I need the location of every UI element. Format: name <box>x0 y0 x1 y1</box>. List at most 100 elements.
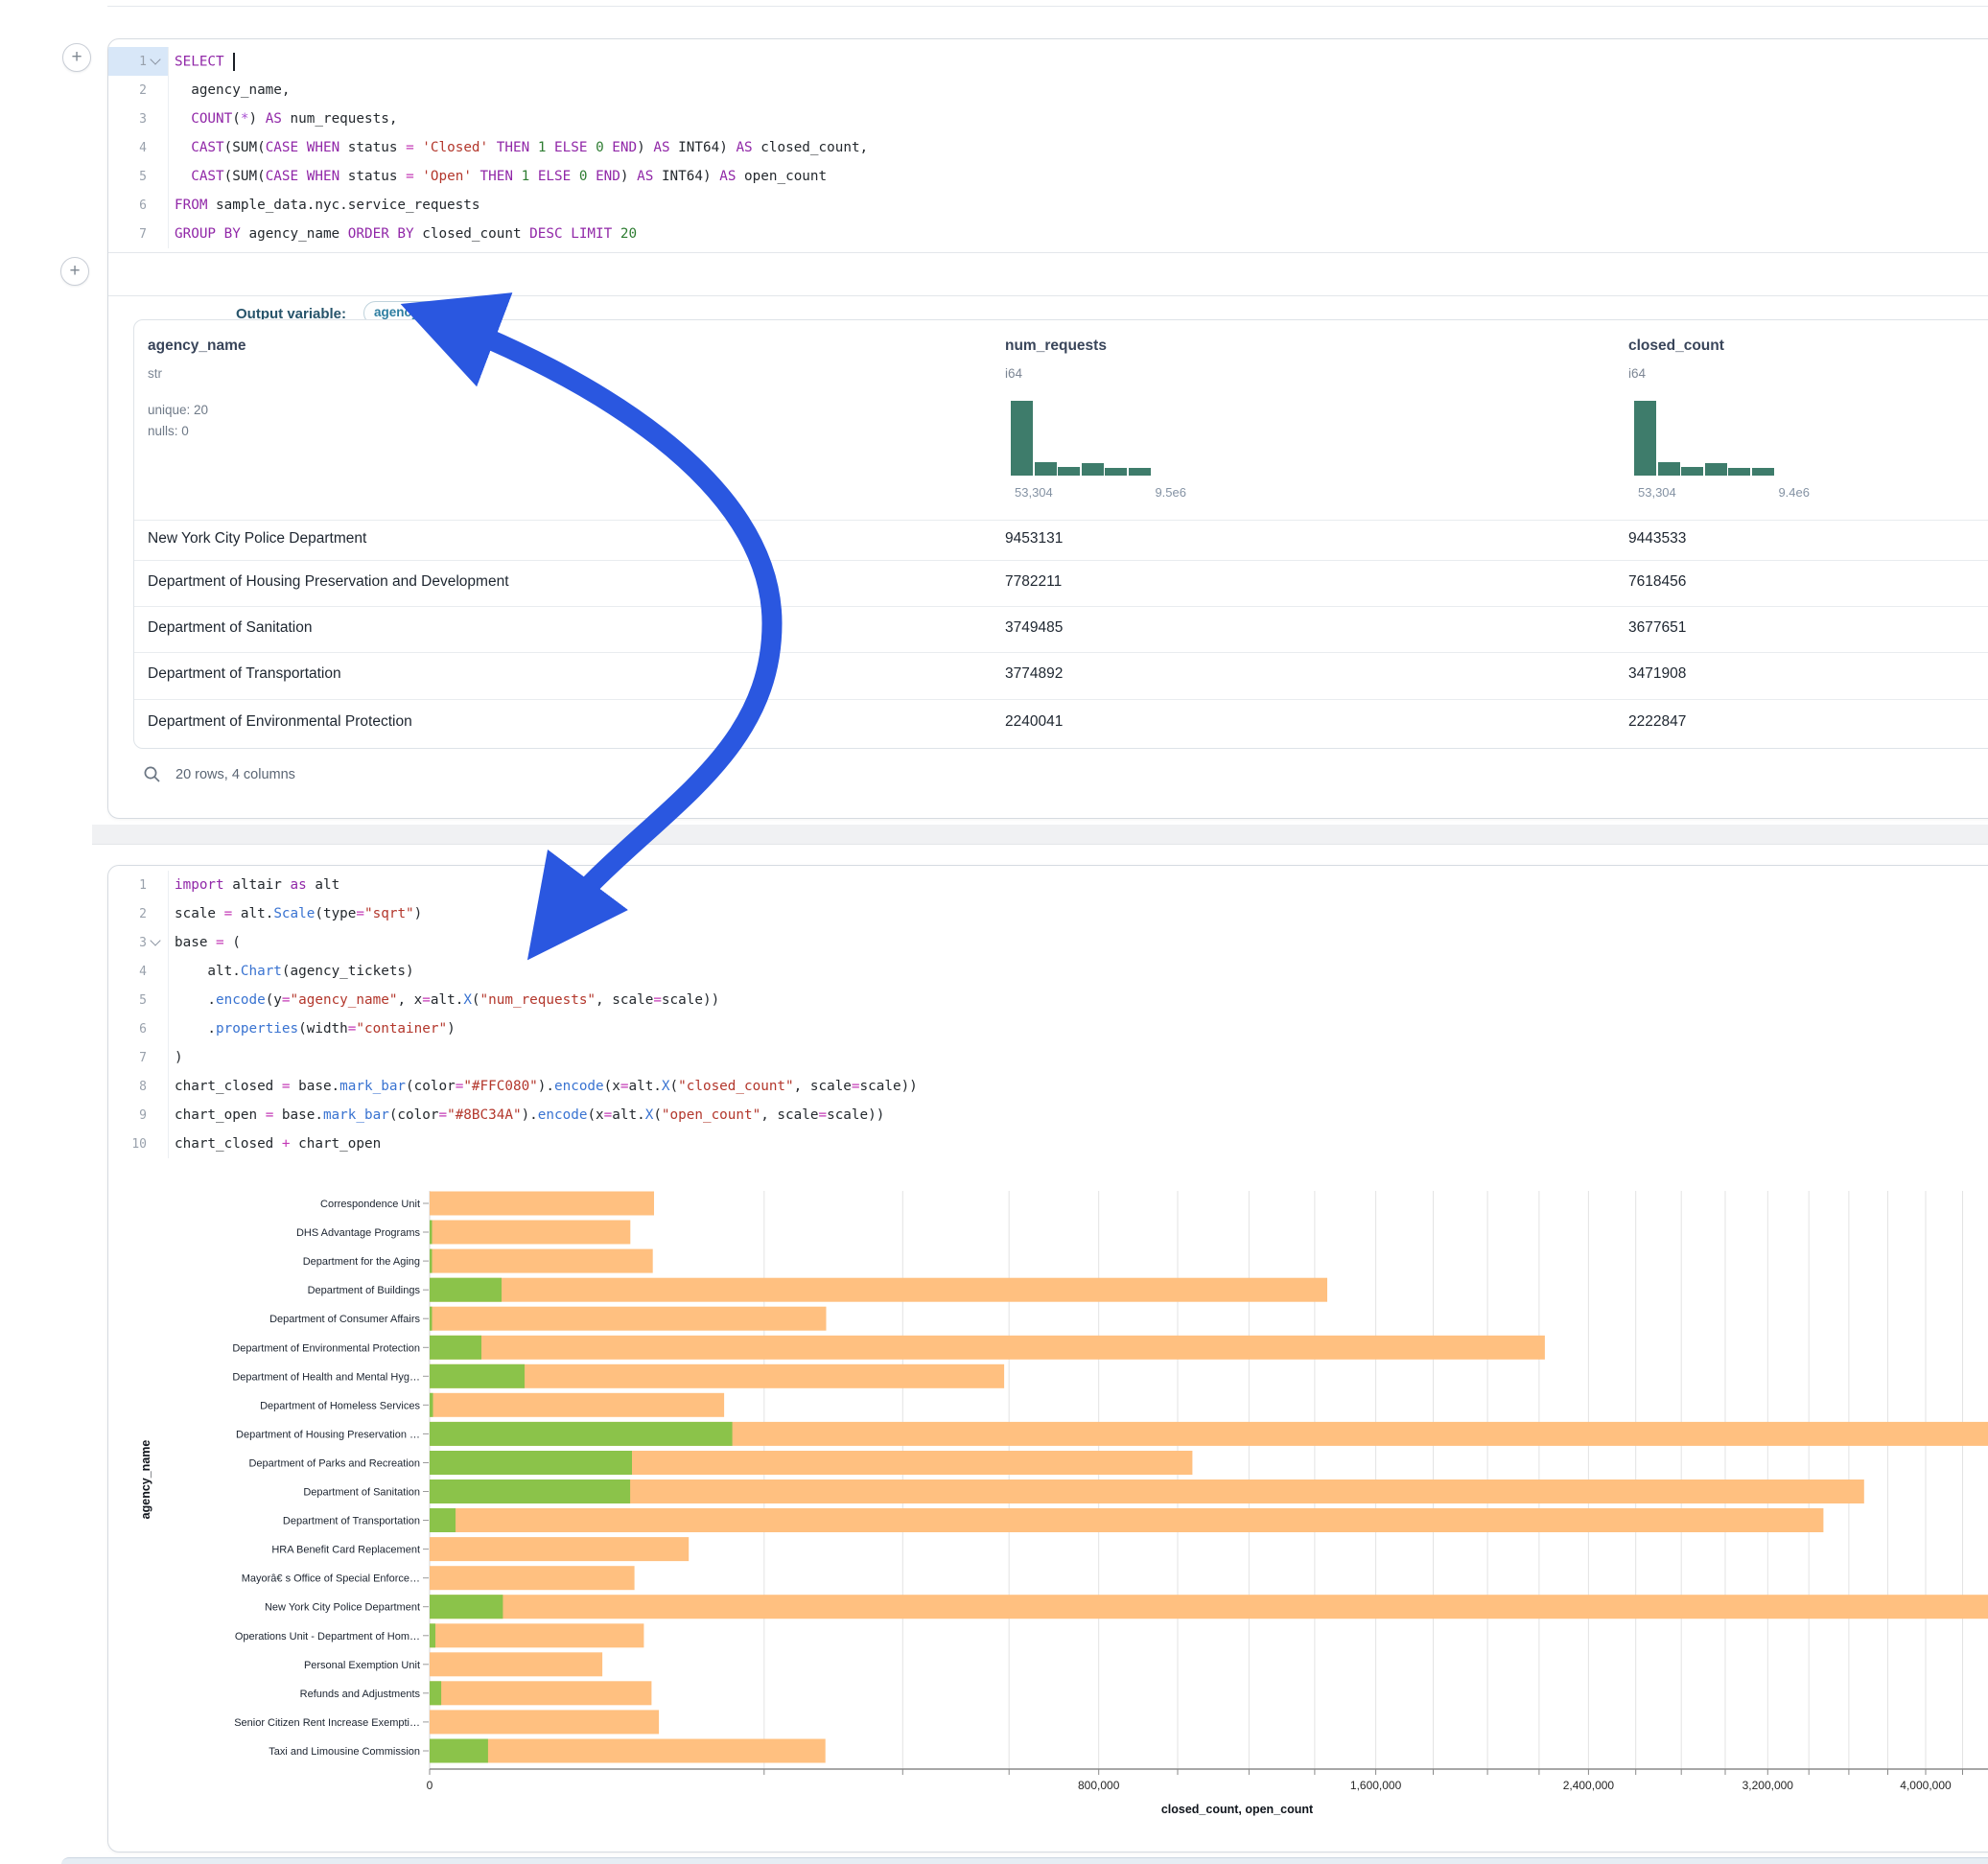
code-text: .encode(y="agency_name", x=alt.X("num_re… <box>175 992 720 1008</box>
row-separator <box>134 606 1988 607</box>
line-number: 4 <box>139 964 147 979</box>
sql-code-line[interactable]: 5 CAST(SUM(CASE WHEN status = 'Open' THE… <box>108 162 1988 191</box>
column-header[interactable]: agency_name <box>148 338 246 354</box>
column-histogram <box>1011 401 1155 476</box>
gutter: 1 <box>108 871 169 899</box>
output-variable-label: Output variable: <box>236 306 347 322</box>
fold-spacer <box>147 965 164 978</box>
line-number: 3 <box>139 111 147 127</box>
row-separator <box>134 699 1988 700</box>
fold-spacer <box>147 227 164 241</box>
line-number: 6 <box>139 1021 147 1037</box>
table-cell: New York City Police Department <box>148 530 367 547</box>
histogram-bar <box>1681 467 1703 476</box>
fold-chevron-icon[interactable] <box>147 935 164 949</box>
histogram-bar <box>1034 462 1057 476</box>
row-separator <box>134 560 1988 561</box>
python-code-line[interactable]: 7) <box>108 1043 1988 1072</box>
table-cell: 3677651 <box>1628 619 1687 636</box>
code-text: scale = alt.Scale(type="sqrt") <box>175 906 423 921</box>
table-cell: 7618456 <box>1628 573 1687 590</box>
python-code-editor[interactable]: 1 import altair as alt 2 scale = alt.Scale(… <box>108 871 1988 1158</box>
fold-spacer <box>147 141 164 154</box>
row-separator <box>134 652 1988 653</box>
cell-divider <box>108 295 1988 296</box>
gutter: 6 <box>108 1014 169 1043</box>
line-number: 5 <box>139 169 147 184</box>
search-icon[interactable] <box>143 765 162 784</box>
python-code-line[interactable]: 5 .encode(y="agency_name", x=alt.X("num_… <box>108 986 1988 1014</box>
python-code-line[interactable]: 2 scale = alt.Scale(type="sqrt") <box>108 899 1988 928</box>
fold-spacer <box>147 878 164 892</box>
gutter: 5 <box>108 986 169 1014</box>
code-text: chart_closed = base.mark_bar(color="#FFC… <box>175 1079 918 1094</box>
python-cell: 1 import altair as alt 2 scale = alt.Scale(… <box>107 865 1988 1852</box>
column-type: i64 <box>1628 366 1647 381</box>
line-number: 7 <box>139 1050 147 1065</box>
plus-icon: + <box>69 261 81 281</box>
python-code-line[interactable]: 8 chart_closed = base.mark_bar(color="#FF… <box>108 1072 1988 1101</box>
column-header[interactable]: num_requests <box>1005 338 1107 354</box>
line-number: 9 <box>139 1107 147 1123</box>
gutter: 4 <box>108 133 169 162</box>
sql-code-line[interactable]: 6 FROM sample_data.nyc.service_requests <box>108 191 1988 220</box>
sql-cell: 1 SELECT 2 agency_name, 3 COUNT(*) AS num_… <box>107 38 1988 819</box>
fold-spacer <box>147 198 164 212</box>
code-text: CAST(SUM(CASE WHEN status = 'Closed' THE… <box>191 140 869 155</box>
code-text: CAST(SUM(CASE WHEN status = 'Open' THEN … <box>191 169 828 184</box>
code-text: base = ( <box>175 935 241 950</box>
python-code-line[interactable]: 1 import altair as alt <box>108 871 1988 899</box>
fold-spacer <box>147 83 164 97</box>
fold-spacer <box>147 1080 164 1093</box>
top-divider <box>107 6 1988 7</box>
histogram-bar <box>1634 401 1656 476</box>
python-code-line[interactable]: 6 .properties(width="container") <box>108 1014 1988 1043</box>
table-cell: Department of Environmental Protection <box>148 713 412 730</box>
histogram-max-label: 9.5e6 <box>1155 485 1186 500</box>
histogram-bar <box>1011 401 1033 476</box>
column-stat: unique: 20 <box>148 403 209 417</box>
sql-code-line[interactable]: 4 CAST(SUM(CASE WHEN status = 'Closed' T… <box>108 133 1988 162</box>
add-cell-button-output[interactable]: + <box>60 257 89 286</box>
column-stat: nulls: 0 <box>148 424 189 438</box>
add-cell-button-top[interactable]: + <box>62 43 91 72</box>
sql-code-editor[interactable]: 1 SELECT 2 agency_name, 3 COUNT(*) AS num_… <box>108 47 1988 248</box>
code-text: COUNT(*) AS num_requests, <box>191 111 398 127</box>
python-code-line[interactable]: 10 chart_closed + chart_open <box>108 1130 1988 1158</box>
code-text: chart_open = base.mark_bar(color="#8BC34… <box>175 1107 885 1123</box>
python-code-line[interactable]: 9 chart_open = base.mark_bar(color="#8BC3… <box>108 1101 1988 1130</box>
output-variable-name: agency_tickets <box>374 305 467 319</box>
python-code-line[interactable]: 4 alt.Chart(agency_tickets) <box>108 957 1988 986</box>
code-text: ) <box>175 1050 183 1065</box>
result-table: agency_name str unique: 20 nulls: 0 num_requ… <box>133 319 1988 749</box>
histogram-min-label: 53,304 <box>1015 485 1053 500</box>
fold-chevron-icon[interactable] <box>147 54 164 68</box>
code-text: chart_closed + chart_open <box>175 1136 382 1152</box>
sql-code-line[interactable]: 1 SELECT <box>108 47 1988 76</box>
table-footer: 20 rows, 4 columns <box>143 765 295 784</box>
sql-code-line[interactable]: 2 agency_name, <box>108 76 1988 105</box>
gutter: 6 <box>108 191 169 220</box>
gutter: 7 <box>108 1043 169 1072</box>
gutter: 5 <box>108 162 169 191</box>
histogram-bar <box>1058 467 1080 476</box>
table-cell: Department of Sanitation <box>148 619 313 636</box>
sql-code-line[interactable]: 3 COUNT(*) AS num_requests, <box>108 105 1988 133</box>
column-header[interactable]: closed_count <box>1628 338 1724 354</box>
gutter: 10 <box>108 1130 169 1158</box>
histogram-bar <box>1751 468 1774 476</box>
line-number: 1 <box>139 54 147 69</box>
python-code-line[interactable]: 3 base = ( <box>108 928 1988 957</box>
table-cell: 2240041 <box>1005 713 1064 730</box>
histogram-bar <box>1105 468 1127 476</box>
table-cell: 2222847 <box>1628 713 1687 730</box>
histogram-max-label: 9.4e6 <box>1778 485 1810 500</box>
sql-code-line[interactable]: 7 GROUP BY agency_name ORDER BY closed_co… <box>108 220 1988 248</box>
line-number: 10 <box>131 1136 147 1152</box>
code-text: import altair as alt <box>175 877 340 893</box>
table-cell: 3471908 <box>1628 665 1687 682</box>
code-text: SELECT <box>169 52 236 71</box>
histogram-bar <box>1081 463 1104 476</box>
line-number: 4 <box>139 140 147 155</box>
